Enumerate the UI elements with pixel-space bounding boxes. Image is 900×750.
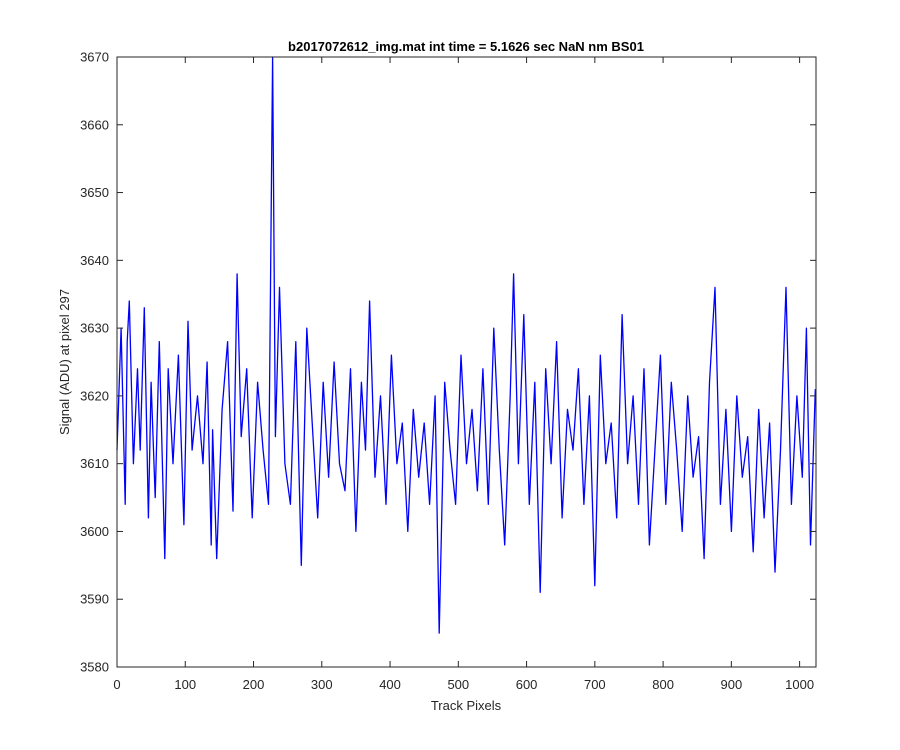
y-tick-label-5: 3630 bbox=[80, 321, 109, 336]
x-tick-label-6: 600 bbox=[516, 677, 538, 692]
x-tick-label-4: 400 bbox=[379, 677, 401, 692]
x-tick-label-8: 800 bbox=[652, 677, 674, 692]
x-tick-label-7: 700 bbox=[584, 677, 606, 692]
x-axis-label: Track Pixels bbox=[431, 698, 502, 713]
y-axis: 3580 3590 3600 3610 3620 3630 3640 3650 3660 3670 bbox=[80, 50, 816, 675]
y-tick-label-1: 3590 bbox=[80, 592, 109, 607]
plot-area bbox=[117, 57, 816, 667]
y-tick-label-0: 3580 bbox=[80, 660, 109, 675]
x-tick-label-9: 900 bbox=[721, 677, 743, 692]
x-tick-label-0: 0 bbox=[113, 677, 120, 692]
y-tick-label-3: 3610 bbox=[80, 456, 109, 471]
y-tick-label-7: 3650 bbox=[80, 185, 109, 200]
y-tick-label-8: 3660 bbox=[80, 117, 109, 132]
chart-title: b2017072612_img.mat int time = 5.1626 se… bbox=[288, 39, 644, 54]
y-tick-label-2: 3600 bbox=[80, 524, 109, 539]
x-tick-label-10: 1000 bbox=[785, 677, 814, 692]
y-tick-label-9: 3670 bbox=[80, 50, 109, 65]
series-line-0 bbox=[116, 56, 816, 634]
plot-frame bbox=[116, 56, 817, 668]
x-tick-label-1: 100 bbox=[174, 677, 196, 692]
x-tick-label-5: 500 bbox=[447, 677, 469, 692]
x-tick-label-3: 300 bbox=[311, 677, 333, 692]
series-layer bbox=[116, 56, 816, 634]
y-tick-label-6: 3640 bbox=[80, 253, 109, 268]
x-tick-label-2: 200 bbox=[243, 677, 265, 692]
y-tick-label-4: 3620 bbox=[80, 388, 109, 403]
y-axis-label: Signal (ADU) at pixel 297 bbox=[57, 289, 72, 435]
x-axis: 0 100 200 300 400 500 600 700 800 900 1000 bbox=[113, 57, 814, 692]
